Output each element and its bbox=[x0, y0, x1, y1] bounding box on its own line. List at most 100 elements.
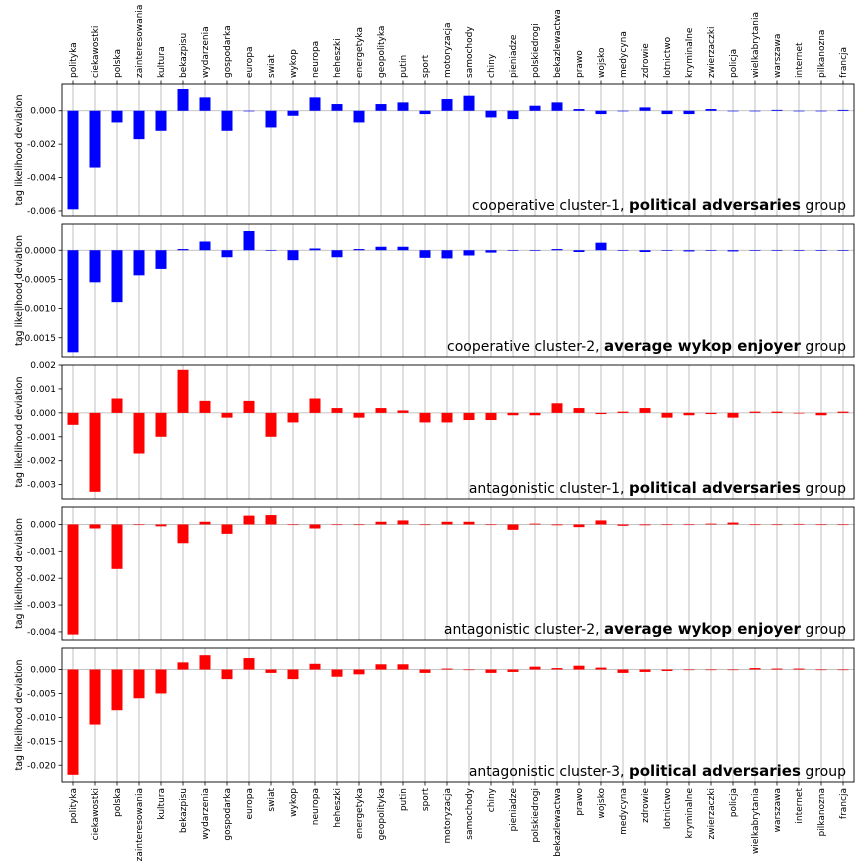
bar-geopolityka bbox=[375, 408, 387, 413]
bar-bekazlewactwa bbox=[551, 668, 563, 670]
bar-lotnictwo bbox=[661, 412, 673, 418]
plot-frame bbox=[61, 647, 855, 783]
bar-kultura bbox=[155, 669, 167, 694]
bar-zainteresowania bbox=[133, 524, 145, 526]
x-tick-label-bottom-neuropa: neuropa bbox=[311, 788, 321, 825]
bar-ciekawostki bbox=[89, 524, 101, 529]
bar-warszawa bbox=[771, 411, 783, 413]
x-tick-label-top-wojsko: wojsko bbox=[597, 47, 607, 78]
bar-prawo bbox=[573, 250, 585, 252]
annotation-suffix: group bbox=[801, 339, 846, 355]
annotation-bold: average wykop enjoyer bbox=[604, 337, 801, 355]
x-tick-label-bottom-kryminalne: kryminalne bbox=[685, 788, 695, 839]
x-tick-label-bottom-bekazlewactwa: bekazlewactwa bbox=[553, 788, 563, 857]
bar-francja bbox=[837, 250, 849, 251]
bar-pilkanozna bbox=[815, 110, 827, 112]
bar-ciekawostki bbox=[89, 250, 101, 283]
bar-internet bbox=[793, 250, 805, 251]
bar-prawo bbox=[573, 408, 585, 413]
x-tick-label-bottom-internet: internet bbox=[795, 788, 805, 824]
x-tick-label-bottom-samochody: samochody bbox=[465, 787, 475, 839]
bar-sport bbox=[419, 412, 431, 423]
annotation-suffix: group bbox=[801, 481, 846, 497]
bar-geopolityka bbox=[375, 521, 387, 525]
bar-wykop bbox=[287, 412, 299, 423]
chart-panel-4: -0.004 -0.003 -0.002 -0.001 0.000 tag likelih… bbox=[14, 506, 855, 641]
bar-swiat bbox=[265, 515, 277, 525]
x-tick-label-top-zwierzaczki: zwierzaczki bbox=[707, 27, 717, 78]
x-tick-label-bottom-polskiedrogi: polskiedrogi bbox=[531, 788, 541, 843]
y-axis-label: tag likelihood deviation bbox=[14, 235, 25, 346]
x-tick-label-top-sport: sport bbox=[421, 54, 431, 78]
bar-prawo bbox=[573, 524, 585, 528]
bar-warszawa bbox=[771, 524, 783, 526]
x-tick-label-bottom-heheszki: heheszki bbox=[333, 788, 343, 828]
bar-kultura bbox=[155, 250, 167, 269]
y-tick-label: -0.004 bbox=[27, 628, 56, 638]
bar-zdrowie bbox=[639, 250, 651, 252]
bar-heheszki bbox=[331, 408, 343, 413]
bar-francja bbox=[837, 524, 849, 526]
annotation-prefix: cooperative cluster-2, bbox=[447, 339, 604, 355]
bar-zwierzaczki bbox=[705, 669, 717, 671]
bar-wojsko bbox=[595, 412, 607, 415]
bar-motoryzacja bbox=[441, 668, 453, 670]
bar-putin bbox=[397, 246, 409, 251]
y-tick-label: -0.003 bbox=[27, 481, 56, 491]
bar-gospodarka bbox=[221, 412, 233, 418]
plot-frame bbox=[61, 223, 855, 358]
x-tick-label-top-lotnictwo: lotnictwo bbox=[663, 36, 673, 78]
bar-wielkabrytania bbox=[749, 524, 761, 526]
bar-europa bbox=[243, 231, 255, 251]
bar-francja bbox=[837, 669, 849, 671]
bar-wydarzenia bbox=[199, 655, 211, 670]
annotation-suffix: group bbox=[801, 198, 846, 214]
bar-bekazpisu bbox=[177, 369, 189, 413]
bar-zdrowie bbox=[639, 408, 651, 413]
bar-zainteresowania bbox=[133, 412, 145, 454]
bar-ciekawostki bbox=[89, 412, 101, 492]
bar-polskiedrogi bbox=[529, 666, 541, 670]
bar-internet bbox=[793, 668, 805, 670]
x-tick-label-top-wydarzenia: wydarzenia bbox=[201, 26, 211, 78]
bar-wydarzenia bbox=[199, 97, 211, 111]
bar-wykop bbox=[287, 110, 299, 116]
x-tick-label-top-polska: polska bbox=[113, 49, 123, 78]
x-tick-label-top-europa: europa bbox=[245, 47, 255, 78]
bar-europa bbox=[243, 658, 255, 670]
bar-energetyka bbox=[353, 110, 365, 123]
bar-internet bbox=[793, 523, 805, 525]
bar-geopolityka bbox=[375, 246, 387, 251]
bar-wykop bbox=[287, 250, 299, 261]
bar-zainteresowania bbox=[133, 669, 145, 699]
bar-pilkanozna bbox=[815, 669, 827, 671]
annotation-prefix: antagonistic cluster-1, bbox=[469, 481, 629, 497]
bar-putin bbox=[397, 664, 409, 670]
x-tick-label-top-zdrowie: zdrowie bbox=[641, 43, 651, 78]
bar-wydarzenia bbox=[199, 241, 211, 251]
bar-medycyna bbox=[617, 669, 629, 673]
y-tick-label: -0.0005 bbox=[21, 275, 56, 285]
x-tick-label-bottom-policja: policja bbox=[729, 788, 739, 817]
x-tick-label-bottom-francja: francja bbox=[839, 788, 849, 819]
bar-geopolityka bbox=[375, 104, 387, 111]
bar-polska bbox=[111, 250, 123, 303]
bar-heheszki bbox=[331, 524, 343, 526]
bar-polskiedrogi bbox=[529, 523, 541, 525]
x-tick-label-top-kryminalne: kryminalne bbox=[685, 27, 695, 78]
y-tick-label: -0.002 bbox=[27, 140, 56, 150]
bar-gospodarka bbox=[221, 250, 233, 258]
x-tick-label-top-kultura: kultura bbox=[157, 46, 167, 78]
bar-europa bbox=[243, 400, 255, 413]
bar-swiat bbox=[265, 669, 277, 673]
y-tick-label: -0.002 bbox=[27, 457, 56, 467]
bar-wojsko bbox=[595, 520, 607, 525]
bar-pieniadze bbox=[507, 669, 519, 672]
y-tick-label: -0.020 bbox=[27, 761, 56, 771]
x-tick-label-top-zainteresowania: zainteresowania bbox=[135, 5, 145, 78]
bar-bekazlewactwa bbox=[551, 249, 563, 251]
bar-putin bbox=[397, 410, 409, 413]
bar-europa bbox=[243, 515, 255, 525]
bar-zainteresowania bbox=[133, 110, 145, 140]
